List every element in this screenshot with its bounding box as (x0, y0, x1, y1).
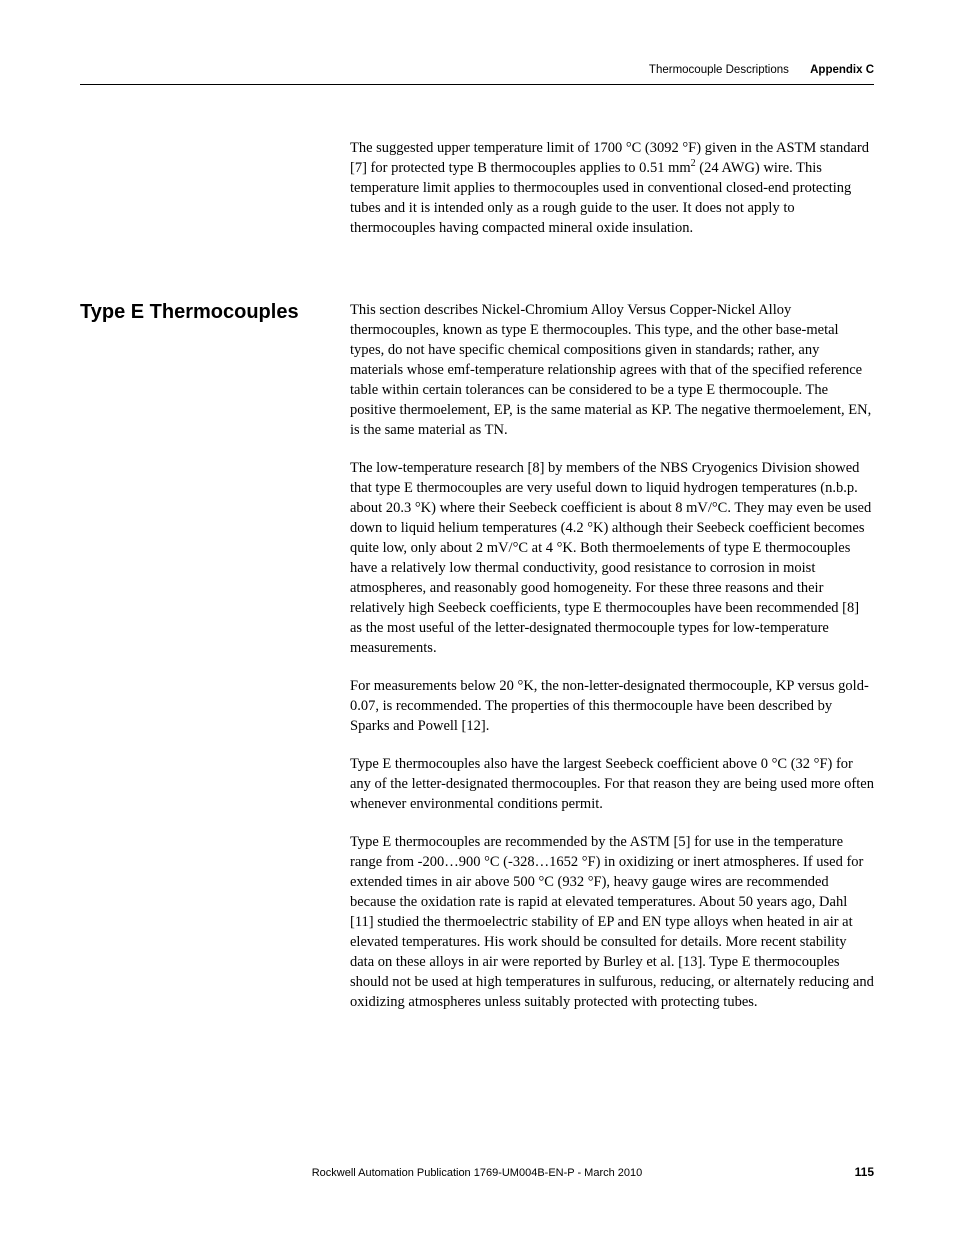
section-paragraph-1: This section describes Nickel-Chromium A… (350, 300, 874, 440)
intro-paragraph: The suggested upper temperature limit of… (350, 138, 874, 238)
header-appendix-label: Appendix C (810, 64, 874, 76)
page-number: 115 (855, 1165, 874, 1179)
section-paragraph-4: Type E thermocouples also have the large… (350, 754, 874, 814)
footer-pub-info: Rockwell Automation Publication 1769-UM0… (312, 1167, 643, 1179)
header-rule (80, 84, 874, 85)
section-paragraph-3: For measurements below 20 °K, the non-le… (350, 676, 874, 736)
section-paragraph-2: The low-temperature research [8] by memb… (350, 458, 874, 658)
type-e-section: Type E Thermocouples This section descri… (80, 300, 874, 1012)
page-footer: Rockwell Automation Publication 1769-UM0… (80, 1167, 874, 1179)
header-section-label: Thermocouple Descriptions (649, 64, 789, 76)
page-header: Thermocouple Descriptions Appendix C (649, 64, 874, 76)
page-content: The suggested upper temperature limit of… (80, 138, 874, 1012)
section-paragraph-5: Type E thermocouples are recommended by … (350, 832, 874, 1012)
section-heading: Type E Thermocouples (80, 300, 330, 324)
